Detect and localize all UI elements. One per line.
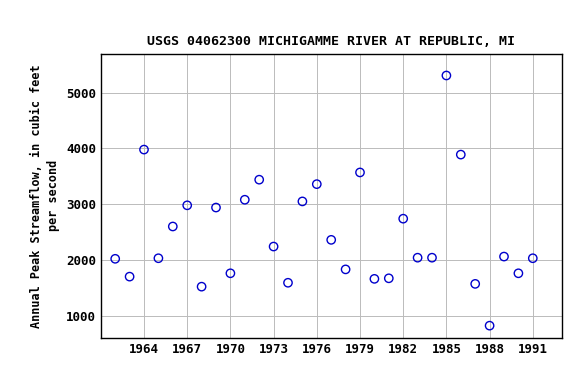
Point [456, 152, 465, 158]
Point [355, 169, 365, 175]
Point [283, 280, 293, 286]
Point [528, 255, 537, 262]
Point [413, 255, 422, 261]
Point [312, 181, 321, 187]
Point [125, 273, 134, 280]
Point [168, 223, 177, 230]
Point [197, 284, 206, 290]
Point [139, 147, 149, 153]
Point [226, 270, 235, 276]
Point [111, 256, 120, 262]
Point [370, 276, 379, 282]
Point [154, 255, 163, 262]
Point [499, 253, 509, 260]
Point [485, 323, 494, 329]
Point [298, 199, 307, 205]
Title: USGS 04062300 MICHIGAMME RIVER AT REPUBLIC, MI: USGS 04062300 MICHIGAMME RIVER AT REPUBL… [147, 35, 515, 48]
Point [471, 281, 480, 287]
Point [384, 275, 393, 281]
Point [427, 255, 437, 261]
Point [514, 270, 523, 276]
Y-axis label: Annual Peak Streamflow, in cubic feet
per second: Annual Peak Streamflow, in cubic feet pe… [31, 64, 60, 328]
Point [442, 73, 451, 79]
Point [327, 237, 336, 243]
Point [399, 215, 408, 222]
Point [255, 177, 264, 183]
Point [183, 202, 192, 209]
Point [341, 266, 350, 273]
Point [240, 197, 249, 203]
Point [211, 204, 221, 210]
Point [269, 243, 278, 250]
